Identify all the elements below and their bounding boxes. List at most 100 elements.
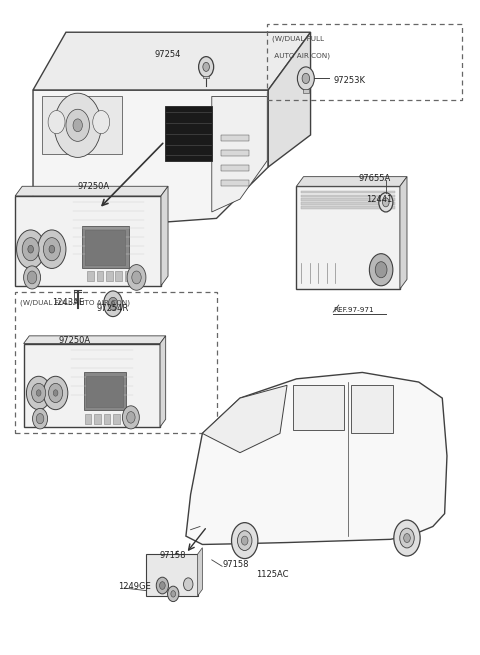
Bar xyxy=(293,385,345,430)
Circle shape xyxy=(93,111,110,134)
Polygon shape xyxy=(15,186,168,196)
Circle shape xyxy=(66,109,89,141)
Circle shape xyxy=(24,266,40,289)
Text: 97158: 97158 xyxy=(222,561,249,569)
Bar xyxy=(115,271,122,281)
Circle shape xyxy=(127,411,135,423)
Circle shape xyxy=(48,111,65,134)
Bar xyxy=(87,271,94,281)
Circle shape xyxy=(241,536,248,545)
Circle shape xyxy=(27,271,37,284)
Bar xyxy=(94,414,101,424)
Circle shape xyxy=(404,534,410,542)
Circle shape xyxy=(38,230,66,269)
Bar xyxy=(204,76,209,79)
Circle shape xyxy=(379,193,393,212)
Bar xyxy=(302,88,309,92)
Polygon shape xyxy=(33,32,311,90)
Polygon shape xyxy=(42,96,122,154)
Bar xyxy=(104,414,110,424)
Text: 1125AC: 1125AC xyxy=(256,570,289,579)
Polygon shape xyxy=(212,96,267,212)
Polygon shape xyxy=(186,373,447,544)
Bar xyxy=(106,271,112,281)
Circle shape xyxy=(302,73,310,84)
Bar xyxy=(84,373,126,409)
Bar xyxy=(221,135,250,141)
Circle shape xyxy=(36,413,44,424)
Text: 97250A: 97250A xyxy=(59,337,91,345)
Polygon shape xyxy=(203,385,287,453)
Circle shape xyxy=(104,291,122,316)
Text: (W/DUAL FULL: (W/DUAL FULL xyxy=(272,35,324,42)
Bar xyxy=(83,226,129,268)
Text: 97250A: 97250A xyxy=(78,182,110,191)
Bar xyxy=(301,198,395,201)
Circle shape xyxy=(159,582,165,590)
Circle shape xyxy=(298,67,314,90)
Text: REF.97-971: REF.97-971 xyxy=(333,307,374,313)
Polygon shape xyxy=(297,177,407,186)
Circle shape xyxy=(43,238,60,261)
Circle shape xyxy=(370,253,393,286)
Circle shape xyxy=(48,383,63,403)
Circle shape xyxy=(53,390,58,396)
Circle shape xyxy=(122,406,139,429)
Bar xyxy=(221,165,250,172)
Bar xyxy=(350,385,393,434)
Polygon shape xyxy=(198,548,203,596)
Circle shape xyxy=(238,531,252,550)
Circle shape xyxy=(132,271,141,284)
Bar xyxy=(125,271,132,281)
Text: AUTO AIR CON): AUTO AIR CON) xyxy=(272,53,330,59)
Circle shape xyxy=(168,586,179,601)
Bar xyxy=(301,195,395,197)
Bar xyxy=(301,206,395,209)
Bar xyxy=(15,292,217,434)
Circle shape xyxy=(383,198,389,207)
Circle shape xyxy=(73,119,83,132)
Circle shape xyxy=(26,376,51,409)
Circle shape xyxy=(43,376,68,409)
Circle shape xyxy=(108,297,118,310)
Bar xyxy=(24,343,160,427)
Bar xyxy=(301,202,395,205)
Polygon shape xyxy=(160,336,166,427)
Polygon shape xyxy=(24,336,166,343)
Circle shape xyxy=(394,520,420,556)
Circle shape xyxy=(111,301,115,307)
Text: 97254: 97254 xyxy=(155,50,181,59)
Circle shape xyxy=(36,390,41,396)
Bar xyxy=(221,150,250,157)
Bar xyxy=(146,554,198,596)
Text: 97254R: 97254R xyxy=(96,305,129,313)
Bar xyxy=(86,376,123,407)
Circle shape xyxy=(203,62,209,71)
Text: 97158: 97158 xyxy=(159,551,186,560)
Polygon shape xyxy=(165,106,212,160)
Polygon shape xyxy=(33,90,268,225)
Bar xyxy=(113,414,120,424)
Circle shape xyxy=(231,523,258,559)
Polygon shape xyxy=(400,177,407,289)
Bar xyxy=(221,180,250,186)
Circle shape xyxy=(33,408,48,429)
Circle shape xyxy=(54,93,101,157)
Bar xyxy=(85,414,91,424)
Circle shape xyxy=(22,238,39,261)
Text: 97253K: 97253K xyxy=(333,76,365,85)
Circle shape xyxy=(28,246,34,253)
Circle shape xyxy=(400,528,414,548)
Bar xyxy=(15,196,161,286)
Bar xyxy=(85,230,125,265)
Polygon shape xyxy=(268,32,311,167)
Polygon shape xyxy=(161,186,168,286)
Circle shape xyxy=(16,230,45,269)
Bar xyxy=(301,191,395,193)
Circle shape xyxy=(32,383,46,403)
Circle shape xyxy=(375,262,387,278)
Circle shape xyxy=(171,591,176,597)
Bar xyxy=(267,24,463,100)
Text: 1243AE: 1243AE xyxy=(52,298,84,307)
Circle shape xyxy=(183,578,193,591)
